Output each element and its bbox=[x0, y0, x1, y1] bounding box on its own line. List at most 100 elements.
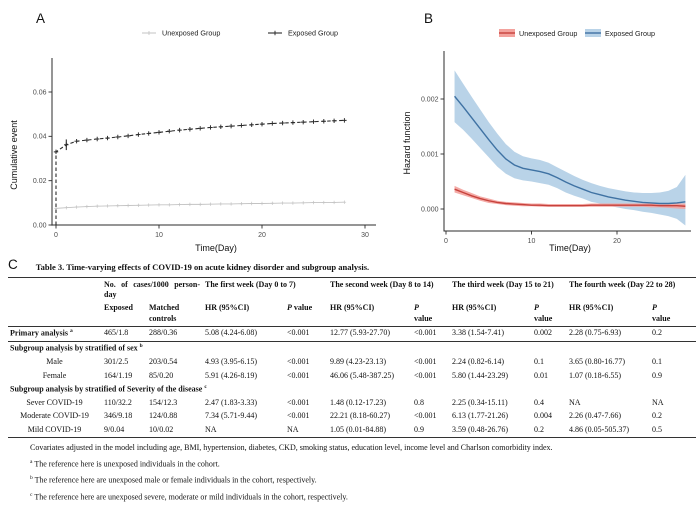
table-row: Female 164/1.19 85/0.20 5.91 (4.26-8.19) <0.… bbox=[8, 369, 696, 382]
table-cell: 4.93 (3.95-6.15) bbox=[205, 357, 257, 367]
table-cell: 6.13 (1.77-21.26) bbox=[452, 411, 509, 421]
unexposed-marker bbox=[126, 203, 130, 208]
table-cell: 3.59 (0.48-26.76) bbox=[452, 424, 509, 434]
unexposed-marker bbox=[219, 202, 223, 206]
y-tick-label: 0.00 bbox=[33, 222, 47, 229]
group-header-cell: No. of cases/1000 person-day bbox=[104, 279, 200, 299]
exposed-marker bbox=[259, 121, 265, 127]
table-row: Moderate COVID-19 346/9.18 124/0.88 7.34 (5… bbox=[8, 410, 696, 423]
unexposed-marker bbox=[136, 203, 141, 207]
panel-b-xlabel: Time(Day) bbox=[549, 243, 591, 253]
exposed-marker bbox=[74, 139, 79, 144]
row-label: Moderate COVID-19 bbox=[20, 411, 89, 421]
table-cell: 46.06 (5.48-387.25) bbox=[330, 370, 394, 380]
unexposed-marker bbox=[250, 201, 254, 206]
unexposed-marker bbox=[74, 205, 79, 209]
group-header-cell: The second week (Day 8 to 14) bbox=[330, 279, 434, 289]
table-cell: 7.34 (5.71-9.44) bbox=[205, 411, 257, 421]
panel-a-label: A bbox=[36, 11, 45, 26]
exposed-marker bbox=[177, 127, 182, 133]
table-cell: 164/1.19 bbox=[104, 370, 133, 380]
exposed-line bbox=[55, 119, 345, 225]
table-cell: <0.001 bbox=[287, 411, 310, 421]
panel-a-plot: 0.00 0.02 0.04 0.06 0 10 20 30 bbox=[33, 58, 376, 239]
exposed-marker bbox=[156, 130, 162, 135]
table-cell: <0.001 bbox=[287, 357, 310, 367]
unexposed-marker bbox=[322, 200, 326, 205]
hazard-function-chart: B Unexposed Group Exposed Group Hazard f… bbox=[402, 11, 691, 253]
table-cell: 2.47 (1.83-3.33) bbox=[205, 397, 257, 407]
exposed-marker bbox=[342, 118, 347, 123]
table-cell: 85/0.20 bbox=[149, 370, 174, 380]
table-cell: 0.2 bbox=[534, 424, 545, 434]
unexposed-marker bbox=[147, 203, 151, 207]
panel-b-legend bbox=[499, 29, 601, 37]
cumulative-event-chart: A Unexposed Group Exposed Group Cumulati… bbox=[9, 11, 376, 253]
table-row: Male 301/2.5 203/0.54 4.93 (3.95-6.15) <0.00… bbox=[8, 356, 696, 369]
subheader-cell: HR (95%CI) bbox=[567, 301, 651, 327]
table-cell: 2.28 (0.75-6.93) bbox=[567, 326, 651, 342]
x-tick-label: 0 bbox=[444, 238, 448, 245]
y-tick-label: 0.04 bbox=[33, 134, 47, 141]
table-cell: 0.002 bbox=[532, 326, 568, 342]
unexposed-marker bbox=[167, 203, 171, 207]
exposed-marker bbox=[239, 123, 244, 128]
legend-label-exposed-b: Exposed Group bbox=[605, 29, 655, 38]
section-row: Subgroup analysis by stratified of sex b bbox=[8, 341, 696, 356]
table-cell: 12.77 (5.93-27.70) bbox=[328, 326, 412, 342]
table-cell: 10/0.02 bbox=[149, 424, 174, 434]
panel-b-label: B bbox=[424, 11, 433, 26]
unexposed-hazard-line bbox=[454, 188, 686, 207]
panel-a-ylabel: Cumulative event bbox=[9, 120, 19, 190]
subheader-cell: Matched controls bbox=[147, 301, 203, 327]
legend-label-unexposed-b: Unexposed Group bbox=[519, 29, 577, 38]
table-cell: 9/0.04 bbox=[104, 424, 125, 434]
unexposed-marker bbox=[208, 202, 213, 206]
subheader-cell: P value bbox=[650, 301, 697, 327]
exposed-marker bbox=[270, 121, 275, 126]
table-cell: 1.05 (0.01-84.88) bbox=[330, 424, 386, 434]
table-cell: <0.001 bbox=[414, 411, 437, 421]
legend-label-exposed-a: Exposed Group bbox=[288, 29, 338, 38]
exposed-ci-band bbox=[454, 70, 686, 226]
x-tick-label: 20 bbox=[613, 238, 621, 245]
table-cell: 2.26 (0.47-7.66) bbox=[569, 411, 622, 421]
panel-b-ylabel: Hazard function bbox=[402, 111, 412, 174]
unexposed-marker bbox=[64, 206, 68, 210]
table-cell: 288/0.36 bbox=[147, 326, 203, 342]
footnote-marker: b bbox=[139, 343, 143, 350]
table-group-header-row: No. of cases/1000 person-day The first we… bbox=[8, 278, 696, 302]
unexposed-marker bbox=[239, 202, 244, 206]
row-label: Primary analysis a bbox=[8, 326, 102, 342]
footnote: b The reference here are unexposed male … bbox=[30, 475, 317, 485]
exposed-marker bbox=[146, 131, 151, 136]
unexposed-marker bbox=[342, 200, 347, 204]
subheader-cell: P value bbox=[412, 301, 451, 327]
x-tick-label: 20 bbox=[258, 232, 266, 239]
table-cell: 154/12.3 bbox=[149, 397, 178, 407]
exposed-marker bbox=[84, 137, 90, 143]
footnote-marker: a bbox=[30, 458, 33, 465]
table-cell: 4.86 (0.05-505.37) bbox=[569, 424, 630, 434]
table-cell: <0.001 bbox=[287, 370, 310, 380]
group-header-cell: The fourth week (Day 22 to 28) bbox=[569, 279, 676, 289]
exposed-marker bbox=[105, 135, 110, 141]
table-cell: 1.48 (0.12-17.23) bbox=[330, 397, 386, 407]
group-header-cell: The third week (Day 15 to 21) bbox=[452, 279, 554, 289]
table-cell: 5.08 (4.24-6.08) bbox=[203, 326, 285, 342]
x-tick-label: 10 bbox=[155, 232, 163, 239]
y-tick-label: 0.06 bbox=[33, 89, 47, 96]
unexposed-marker bbox=[280, 201, 285, 205]
unexposed-marker bbox=[270, 201, 274, 205]
exposed-marker bbox=[218, 124, 223, 130]
table-cell: <0.001 bbox=[412, 326, 451, 342]
panel-c: C Table 3. Time-varying effects of COVID… bbox=[8, 258, 697, 505]
row-label: Female bbox=[42, 370, 67, 380]
exposed-marker bbox=[228, 123, 234, 129]
table-cell: 3.38 (1.54-7.41) bbox=[450, 326, 533, 342]
table-cell: 22.21 (8.18-60.27) bbox=[330, 411, 390, 421]
unexposed-marker bbox=[260, 201, 264, 206]
table-cell: NA bbox=[287, 424, 299, 434]
table-cell: 5.91 (4.26-8.19) bbox=[205, 370, 257, 380]
x-tick-label: 0 bbox=[54, 232, 58, 239]
